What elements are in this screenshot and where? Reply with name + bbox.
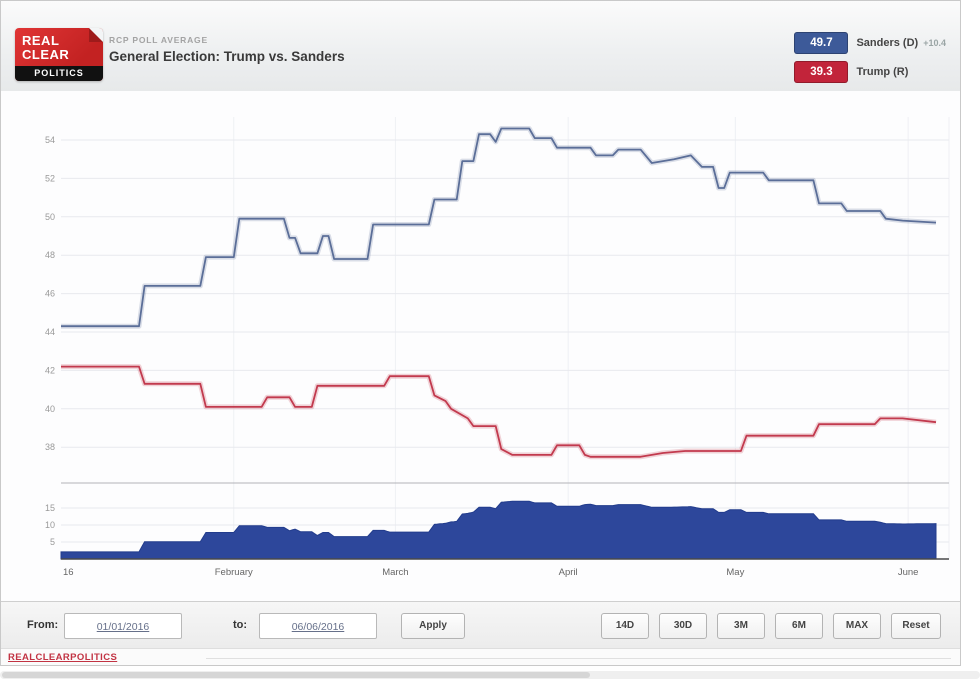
svg-text:52: 52 (45, 173, 55, 183)
svg-text:42: 42 (45, 365, 55, 375)
svg-text:April: April (559, 567, 578, 578)
realclearpolitics-link[interactable]: REALCLEARPOLITICS (8, 652, 118, 663)
from-label: From: (27, 619, 59, 631)
svg-text:15: 15 (45, 503, 55, 513)
apply-button[interactable]: Apply (401, 613, 465, 639)
legend-row-trump: 39.3 Trump (R) (794, 60, 946, 84)
reset-button[interactable]: Reset (891, 613, 941, 639)
logo-text-politics: POLITICS (15, 66, 103, 81)
range-button-max[interactable]: MAX (833, 613, 881, 639)
logo-text-real: REAL (22, 33, 60, 48)
svg-text:10: 10 (45, 520, 55, 530)
svg-text:March: March (382, 567, 408, 578)
from-date-input[interactable]: 01/01/2016 (64, 613, 182, 639)
svg-text:44: 44 (45, 327, 55, 337)
svg-text:38: 38 (45, 442, 55, 452)
sanders-legend-label: Sanders (D) (856, 37, 919, 49)
date-range-controls: From: 01/01/2016 to: 06/06/2016 Apply 14… (1, 601, 960, 649)
footer-divider (206, 658, 951, 659)
page-title: General Election: Trump vs. Sanders (109, 49, 345, 64)
to-label: to: (233, 619, 248, 631)
trump-legend-label: Trump (R) (856, 66, 909, 78)
svg-text:May: May (726, 567, 744, 578)
svg-text:40: 40 (45, 404, 55, 414)
header: REAL CLEAR POLITICS RCP POLL AVERAGE Gen… (1, 1, 960, 92)
svg-text:5: 5 (50, 537, 55, 547)
rcp-logo: REAL CLEAR POLITICS (15, 28, 103, 81)
svg-text:June: June (898, 567, 919, 578)
poll-chart-svg: 54 52 50 48 46 44 42 40 38 15 10 5 16 February March Ap… (45, 117, 950, 578)
range-button-3m[interactable]: 3M (717, 613, 765, 639)
logo-text-clear: CLEAR (22, 47, 70, 62)
svg-text:46: 46 (45, 289, 55, 299)
scrollbar-thumb[interactable] (2, 672, 590, 678)
svg-text:16: 16 (63, 567, 74, 578)
chart-kicker: RCP POLL AVERAGE (109, 35, 208, 45)
svg-text:54: 54 (45, 135, 55, 145)
sanders-spread-value: +10.4 (923, 38, 946, 48)
range-button-30d[interactable]: 30D (659, 613, 707, 639)
footer: REALCLEARPOLITICS (1, 649, 960, 665)
poll-trend-chart: 54 52 50 48 46 44 42 40 38 15 10 5 16 February March Ap… (1, 91, 960, 601)
range-button-14d[interactable]: 14D (601, 613, 649, 639)
horizontal-scrollbar[interactable] (0, 671, 980, 679)
svg-text:48: 48 (45, 250, 55, 260)
trump-value-badge: 39.3 (794, 61, 849, 83)
svg-text:February: February (215, 567, 253, 578)
legend: 49.7 Sanders (D) +10.4 39.3 Trump (R) (794, 31, 946, 89)
logo-fold-corner (89, 28, 103, 42)
to-date-input[interactable]: 06/06/2016 (259, 613, 377, 639)
range-button-6m[interactable]: 6M (775, 613, 823, 639)
sanders-value-badge: 49.7 (794, 32, 849, 54)
rcp-average-widget: REAL CLEAR POLITICS RCP POLL AVERAGE Gen… (0, 0, 961, 666)
legend-row-sanders: 49.7 Sanders (D) +10.4 (794, 31, 946, 55)
svg-text:50: 50 (45, 212, 55, 222)
